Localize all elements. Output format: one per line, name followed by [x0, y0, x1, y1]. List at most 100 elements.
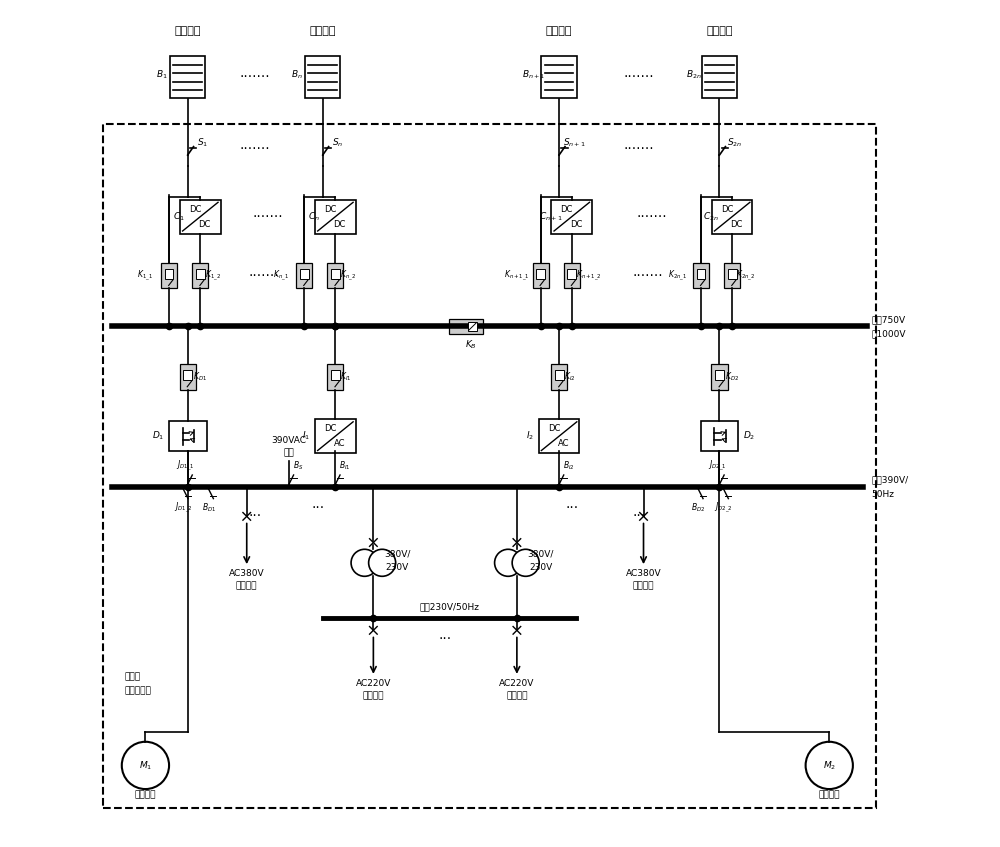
- Bar: [315, 419, 356, 453]
- Bar: [331, 370, 340, 380]
- Bar: [468, 322, 477, 331]
- Text: 集成式: 集成式: [124, 673, 140, 681]
- Text: DC: DC: [198, 219, 211, 229]
- Circle shape: [512, 550, 539, 576]
- Text: ·······: ·······: [624, 142, 655, 156]
- Text: $S_{n+1}$: $S_{n+1}$: [563, 137, 586, 149]
- Text: 50Hz: 50Hz: [871, 490, 894, 499]
- Text: AC380V: AC380V: [229, 569, 265, 579]
- Text: $J_{D1\_2}$: $J_{D1\_2}$: [174, 501, 193, 515]
- Bar: [536, 268, 545, 279]
- Text: $S_{2n}$: $S_{2n}$: [727, 137, 742, 149]
- Text: 380V/: 380V/: [527, 550, 554, 559]
- Text: ·······: ·······: [248, 268, 279, 283]
- Text: $K_{2n\_2}$: $K_{2n\_2}$: [736, 268, 756, 283]
- Text: 锂电池组: 锂电池组: [309, 26, 336, 36]
- Text: DC: DC: [324, 205, 336, 213]
- Text: $M_2$: $M_2$: [823, 759, 836, 772]
- Text: 380V/: 380V/: [384, 550, 410, 559]
- Circle shape: [351, 550, 378, 576]
- Text: 日用负载: 日用负载: [506, 691, 528, 700]
- Bar: [449, 318, 483, 334]
- Circle shape: [369, 550, 396, 576]
- Text: $B_{2n}$: $B_{2n}$: [686, 69, 702, 81]
- Bar: [555, 370, 564, 380]
- Circle shape: [495, 550, 522, 576]
- Text: $S_n$: $S_n$: [332, 137, 344, 149]
- Bar: [327, 364, 343, 390]
- Bar: [712, 200, 752, 234]
- Text: $K_{1\_1}$: $K_{1\_1}$: [137, 268, 153, 283]
- Text: AC220V: AC220V: [499, 679, 535, 688]
- Text: $K_{1\_2}$: $K_{1\_2}$: [205, 268, 220, 283]
- Text: $K_{n+1\_1}$: $K_{n+1\_1}$: [504, 268, 530, 283]
- Bar: [693, 263, 709, 289]
- Text: $K_{D2}$: $K_{D2}$: [725, 371, 739, 384]
- Text: 推进电机: 推进电机: [135, 790, 156, 800]
- Text: 日用负载: 日用负载: [363, 691, 384, 700]
- Text: $K_{n+1\_2}$: $K_{n+1\_2}$: [576, 268, 602, 283]
- Text: DC: DC: [333, 219, 346, 229]
- Bar: [296, 263, 312, 289]
- Text: 锂电池组: 锂电池组: [174, 26, 201, 36]
- Text: $C_n$: $C_n$: [308, 210, 320, 223]
- Text: $B_{D1}$: $B_{D1}$: [202, 501, 216, 514]
- Text: $K_{D1}$: $K_{D1}$: [193, 371, 207, 384]
- Text: ·······: ·······: [624, 70, 655, 85]
- Text: 锂电池组: 锂电池组: [706, 26, 733, 36]
- Text: 交流230V/50Hz: 交流230V/50Hz: [419, 602, 479, 612]
- Bar: [728, 268, 737, 279]
- Bar: [711, 364, 728, 390]
- Text: $K_{2n\_1}$: $K_{2n\_1}$: [668, 268, 687, 283]
- Bar: [180, 364, 196, 390]
- Text: $J_{D2\_2}$: $J_{D2\_2}$: [714, 501, 733, 515]
- Text: $B_1$: $B_1$: [156, 69, 168, 81]
- Bar: [183, 370, 192, 380]
- Bar: [715, 370, 724, 380]
- Text: ·······: ·······: [240, 70, 270, 85]
- Text: $D_2$: $D_2$: [743, 430, 755, 442]
- Text: 230V: 230V: [529, 563, 552, 573]
- Text: $C_1$: $C_1$: [173, 210, 185, 223]
- Bar: [533, 263, 549, 289]
- Text: 岸电: 岸电: [284, 449, 294, 457]
- Text: 锂电池组: 锂电池组: [546, 26, 572, 36]
- Bar: [724, 263, 740, 289]
- Bar: [103, 124, 876, 808]
- Bar: [539, 419, 579, 453]
- Bar: [697, 268, 705, 279]
- Bar: [192, 263, 208, 289]
- Text: $B_{I2}$: $B_{I2}$: [563, 459, 574, 472]
- Text: ···: ···: [439, 632, 452, 645]
- Text: 日用负载: 日用负载: [236, 581, 257, 590]
- Text: DC: DC: [548, 424, 560, 433]
- Text: 390VAC: 390VAC: [271, 436, 306, 445]
- Text: $I_2$: $I_2$: [526, 430, 534, 442]
- Bar: [541, 56, 577, 98]
- Bar: [551, 364, 567, 390]
- Bar: [180, 200, 221, 234]
- Bar: [161, 263, 177, 289]
- Text: 230V: 230V: [385, 563, 409, 573]
- Bar: [567, 268, 576, 279]
- Circle shape: [806, 742, 853, 789]
- Text: DC: DC: [189, 205, 201, 213]
- Text: $S_1$: $S_1$: [197, 137, 208, 149]
- Text: 交流390V/: 交流390V/: [871, 475, 909, 484]
- Text: $B_S$: $B_S$: [293, 459, 303, 472]
- Text: DC: DC: [324, 424, 336, 433]
- Text: DC: DC: [721, 205, 733, 213]
- Text: $D_1$: $D_1$: [152, 430, 164, 442]
- Text: ·······: ·······: [253, 210, 283, 224]
- Text: ···: ···: [249, 509, 262, 523]
- Text: $K_{n\_1}$: $K_{n\_1}$: [273, 268, 288, 283]
- Text: $B_{D2}$: $B_{D2}$: [691, 501, 706, 514]
- Text: $K_B$: $K_B$: [465, 339, 476, 352]
- Bar: [165, 268, 173, 279]
- Text: $B_{I1}$: $B_{I1}$: [339, 459, 351, 472]
- Text: ···: ···: [312, 501, 325, 515]
- Bar: [701, 422, 738, 451]
- Text: 直流750V: 直流750V: [871, 315, 906, 324]
- Bar: [551, 200, 592, 234]
- Text: $J_{D2\_1}$: $J_{D2\_1}$: [708, 458, 726, 473]
